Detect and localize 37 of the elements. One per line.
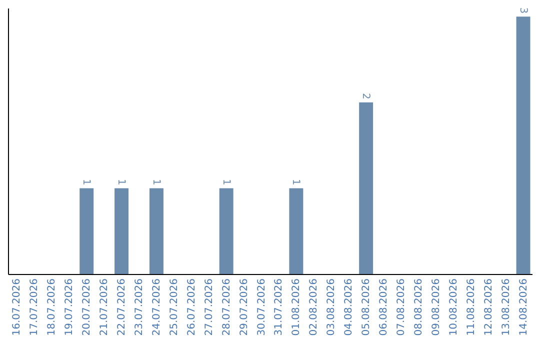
x-tick-label: 31.07.2026 xyxy=(274,278,285,336)
x-tick-label: 23.07.2026 xyxy=(134,278,145,336)
x-tick-label: 16.07.2026 xyxy=(12,278,23,336)
data-label: 1 xyxy=(150,178,162,186)
x-tick-label: 13.08.2026 xyxy=(500,278,512,336)
x-tick-label: 10.08.2026 xyxy=(448,278,460,336)
x-tick-label: 08.08.2026 xyxy=(413,278,424,336)
x-tick-label: 24.07.2026 xyxy=(151,278,162,336)
x-tick-label: 14.08.2026 xyxy=(518,278,530,336)
data-label: 2 xyxy=(360,93,372,100)
x-tick-label: 03.08.2026 xyxy=(326,278,338,336)
data-label: 1 xyxy=(80,178,92,186)
x-tick-label: 18.07.2026 xyxy=(46,278,58,336)
x-tick-label: 20.07.2026 xyxy=(82,278,93,336)
x-tick-label: 25.07.2026 xyxy=(168,278,180,336)
x-tick-label: 09.08.2026 xyxy=(430,278,442,336)
x-tick-label: 12.08.2026 xyxy=(483,278,494,336)
data-label: 3 xyxy=(517,7,528,14)
data-label: 1 xyxy=(290,178,302,186)
x-tick-label: 06.08.2026 xyxy=(378,278,390,336)
x-tick-label: 27.07.2026 xyxy=(204,278,215,336)
x-tick-label: 22.07.2026 xyxy=(116,278,128,336)
x-tick-label: 21.07.2026 xyxy=(99,278,110,336)
data-label: 1 xyxy=(220,178,232,186)
x-tick-label: 26.07.2026 xyxy=(186,278,198,336)
x-tick-label: 30.07.2026 xyxy=(256,278,268,336)
x-tick-label: 07.08.2026 xyxy=(396,278,407,336)
x-tick-label: 17.07.2026 xyxy=(29,278,40,336)
x-tick-label: 28.07.2026 xyxy=(221,278,232,336)
x-tick-label: 29.07.2026 xyxy=(238,278,250,336)
x-tick-label: 05.08.2026 xyxy=(361,278,372,336)
x-tick-label: 11.08.2026 xyxy=(466,278,477,336)
x-tick-label: 01.08.2026 xyxy=(291,278,302,336)
data-label: 1 xyxy=(116,178,127,186)
x-tick-label: 02.08.2026 xyxy=(308,278,320,336)
x-tick-label: 19.07.2026 xyxy=(64,278,76,336)
x-tick-label: 04.08.2026 xyxy=(344,278,355,336)
